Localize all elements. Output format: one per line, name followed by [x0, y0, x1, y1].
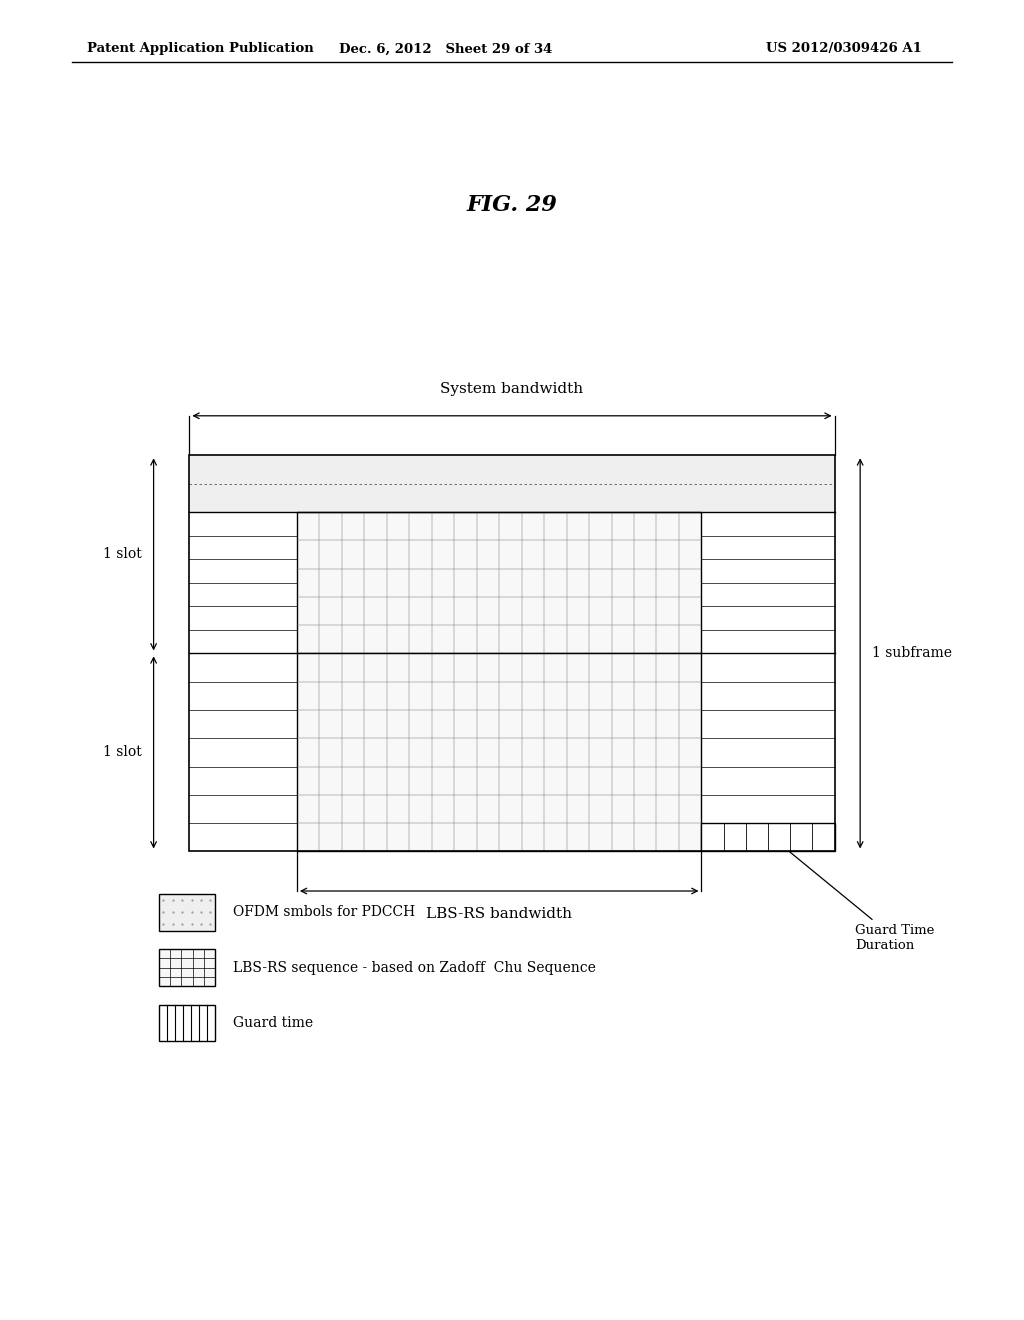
Bar: [159, 894, 215, 931]
Text: System bandwidth: System bandwidth: [440, 381, 584, 396]
Text: 1 slot: 1 slot: [102, 548, 141, 561]
Text: 1 subframe: 1 subframe: [872, 647, 952, 660]
Text: Dec. 6, 2012   Sheet 29 of 34: Dec. 6, 2012 Sheet 29 of 34: [339, 42, 552, 55]
Bar: [701, 824, 835, 851]
Text: Patent Application Publication: Patent Application Publication: [87, 42, 313, 55]
Bar: [297, 512, 701, 851]
Text: LBS-RS bandwidth: LBS-RS bandwidth: [426, 907, 572, 921]
Text: FIG. 29: FIG. 29: [467, 194, 557, 215]
Bar: [159, 1005, 215, 1041]
Text: US 2012/0309426 A1: US 2012/0309426 A1: [766, 42, 922, 55]
Bar: [189, 455, 835, 512]
Text: Guard Time
Duration: Guard Time Duration: [758, 826, 935, 952]
Bar: [159, 949, 215, 986]
Text: Guard time: Guard time: [233, 1016, 313, 1030]
Bar: [189, 455, 835, 851]
Text: OFDM smbols for PDCCH: OFDM smbols for PDCCH: [233, 906, 416, 919]
Text: LBS-RS sequence - based on Zadoff  Chu Sequence: LBS-RS sequence - based on Zadoff Chu Se…: [233, 961, 596, 974]
Text: 1 slot: 1 slot: [102, 746, 141, 759]
